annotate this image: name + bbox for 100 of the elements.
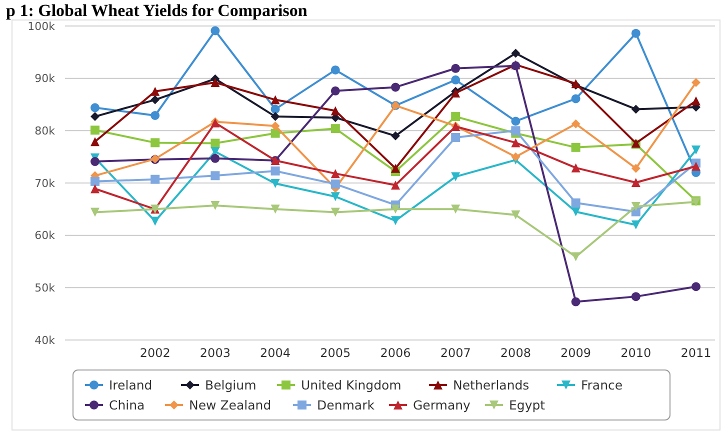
point — [210, 26, 220, 36]
y-tick-label: 90k — [34, 72, 56, 86]
point — [150, 86, 160, 96]
point — [511, 210, 520, 220]
point — [511, 138, 520, 148]
legend-label: Egypt — [509, 397, 546, 412]
point — [150, 216, 160, 226]
point — [330, 180, 340, 189]
x-tick-label: 2009 — [560, 346, 592, 360]
y-tick-label: 50k — [34, 282, 56, 295]
point — [270, 204, 280, 214]
legend-label: France — [581, 377, 623, 392]
point — [150, 95, 160, 104]
point — [571, 119, 580, 128]
point — [631, 164, 640, 173]
y-tick-label: 60k — [34, 229, 56, 242]
point — [451, 204, 460, 214]
x-tick-label: 2002 — [140, 346, 170, 360]
x-tick-label: 2011 — [680, 346, 712, 360]
point — [330, 192, 340, 202]
point — [451, 64, 460, 73]
y-tick-label: 70k — [34, 176, 56, 190]
point — [511, 152, 520, 162]
point — [330, 208, 340, 217]
x-tick-label: 2004 — [260, 346, 291, 360]
point — [330, 106, 340, 116]
point — [571, 207, 580, 216]
point — [150, 138, 160, 148]
point — [210, 201, 220, 210]
point — [631, 104, 640, 114]
point — [90, 126, 100, 135]
point — [90, 176, 100, 186]
point — [90, 112, 100, 122]
point — [210, 138, 220, 148]
point — [571, 252, 580, 262]
point — [692, 282, 700, 292]
point — [631, 292, 640, 302]
point — [391, 216, 400, 226]
point — [571, 297, 580, 306]
legend-label: Belgium — [205, 377, 256, 392]
point — [571, 198, 580, 208]
x-tick-label: 2003 — [200, 346, 230, 360]
point — [391, 82, 400, 92]
point — [571, 94, 580, 104]
point — [692, 78, 700, 88]
point — [150, 110, 160, 120]
point — [210, 78, 220, 88]
point — [330, 65, 340, 74]
y-tick-label: 100k — [28, 20, 56, 33]
point — [270, 166, 280, 176]
point — [330, 169, 340, 178]
legend-label: New Zealand — [189, 397, 272, 412]
point — [391, 131, 400, 140]
point — [210, 154, 220, 163]
x-tick-label: 2010 — [620, 346, 652, 360]
point — [391, 204, 400, 214]
x-tick-label: 2008 — [500, 346, 531, 360]
legend-label: United Kingdom — [301, 377, 402, 392]
point — [391, 164, 400, 173]
point — [90, 184, 100, 194]
point — [511, 126, 520, 136]
point — [90, 103, 100, 112]
legend-label: Netherlands — [453, 377, 530, 392]
point — [451, 75, 460, 84]
point — [150, 174, 160, 184]
point — [451, 132, 460, 142]
point — [692, 146, 700, 155]
y-tick-label: 40k — [34, 334, 56, 347]
legend-label: Denmark — [317, 397, 376, 412]
chart-title: p 1: Global Wheat Yields for Comparison — [6, 1, 308, 20]
point — [330, 86, 340, 96]
legend-label: Ireland — [109, 377, 152, 392]
point — [330, 124, 340, 134]
y-tick-label: 80k — [34, 124, 56, 138]
point — [270, 121, 280, 130]
point — [451, 172, 460, 182]
point — [270, 179, 280, 188]
point — [631, 202, 640, 212]
point — [270, 95, 280, 104]
point — [210, 171, 220, 180]
x-tick-label: 2005 — [320, 346, 351, 360]
point — [631, 28, 640, 38]
point — [692, 96, 700, 106]
x-tick-label: 2006 — [380, 346, 411, 360]
point — [571, 142, 580, 152]
point — [90, 137, 100, 146]
point — [90, 208, 100, 217]
point — [90, 157, 100, 166]
legend-label: China — [109, 397, 145, 412]
point — [511, 116, 520, 126]
point — [511, 48, 520, 58]
legend-label: Germany — [413, 397, 472, 412]
point — [631, 220, 640, 230]
point — [571, 163, 580, 172]
point — [391, 180, 400, 190]
point — [270, 128, 280, 138]
point — [451, 112, 460, 122]
x-tick-label: 2007 — [440, 346, 471, 360]
point — [631, 178, 640, 187]
point — [692, 162, 700, 171]
